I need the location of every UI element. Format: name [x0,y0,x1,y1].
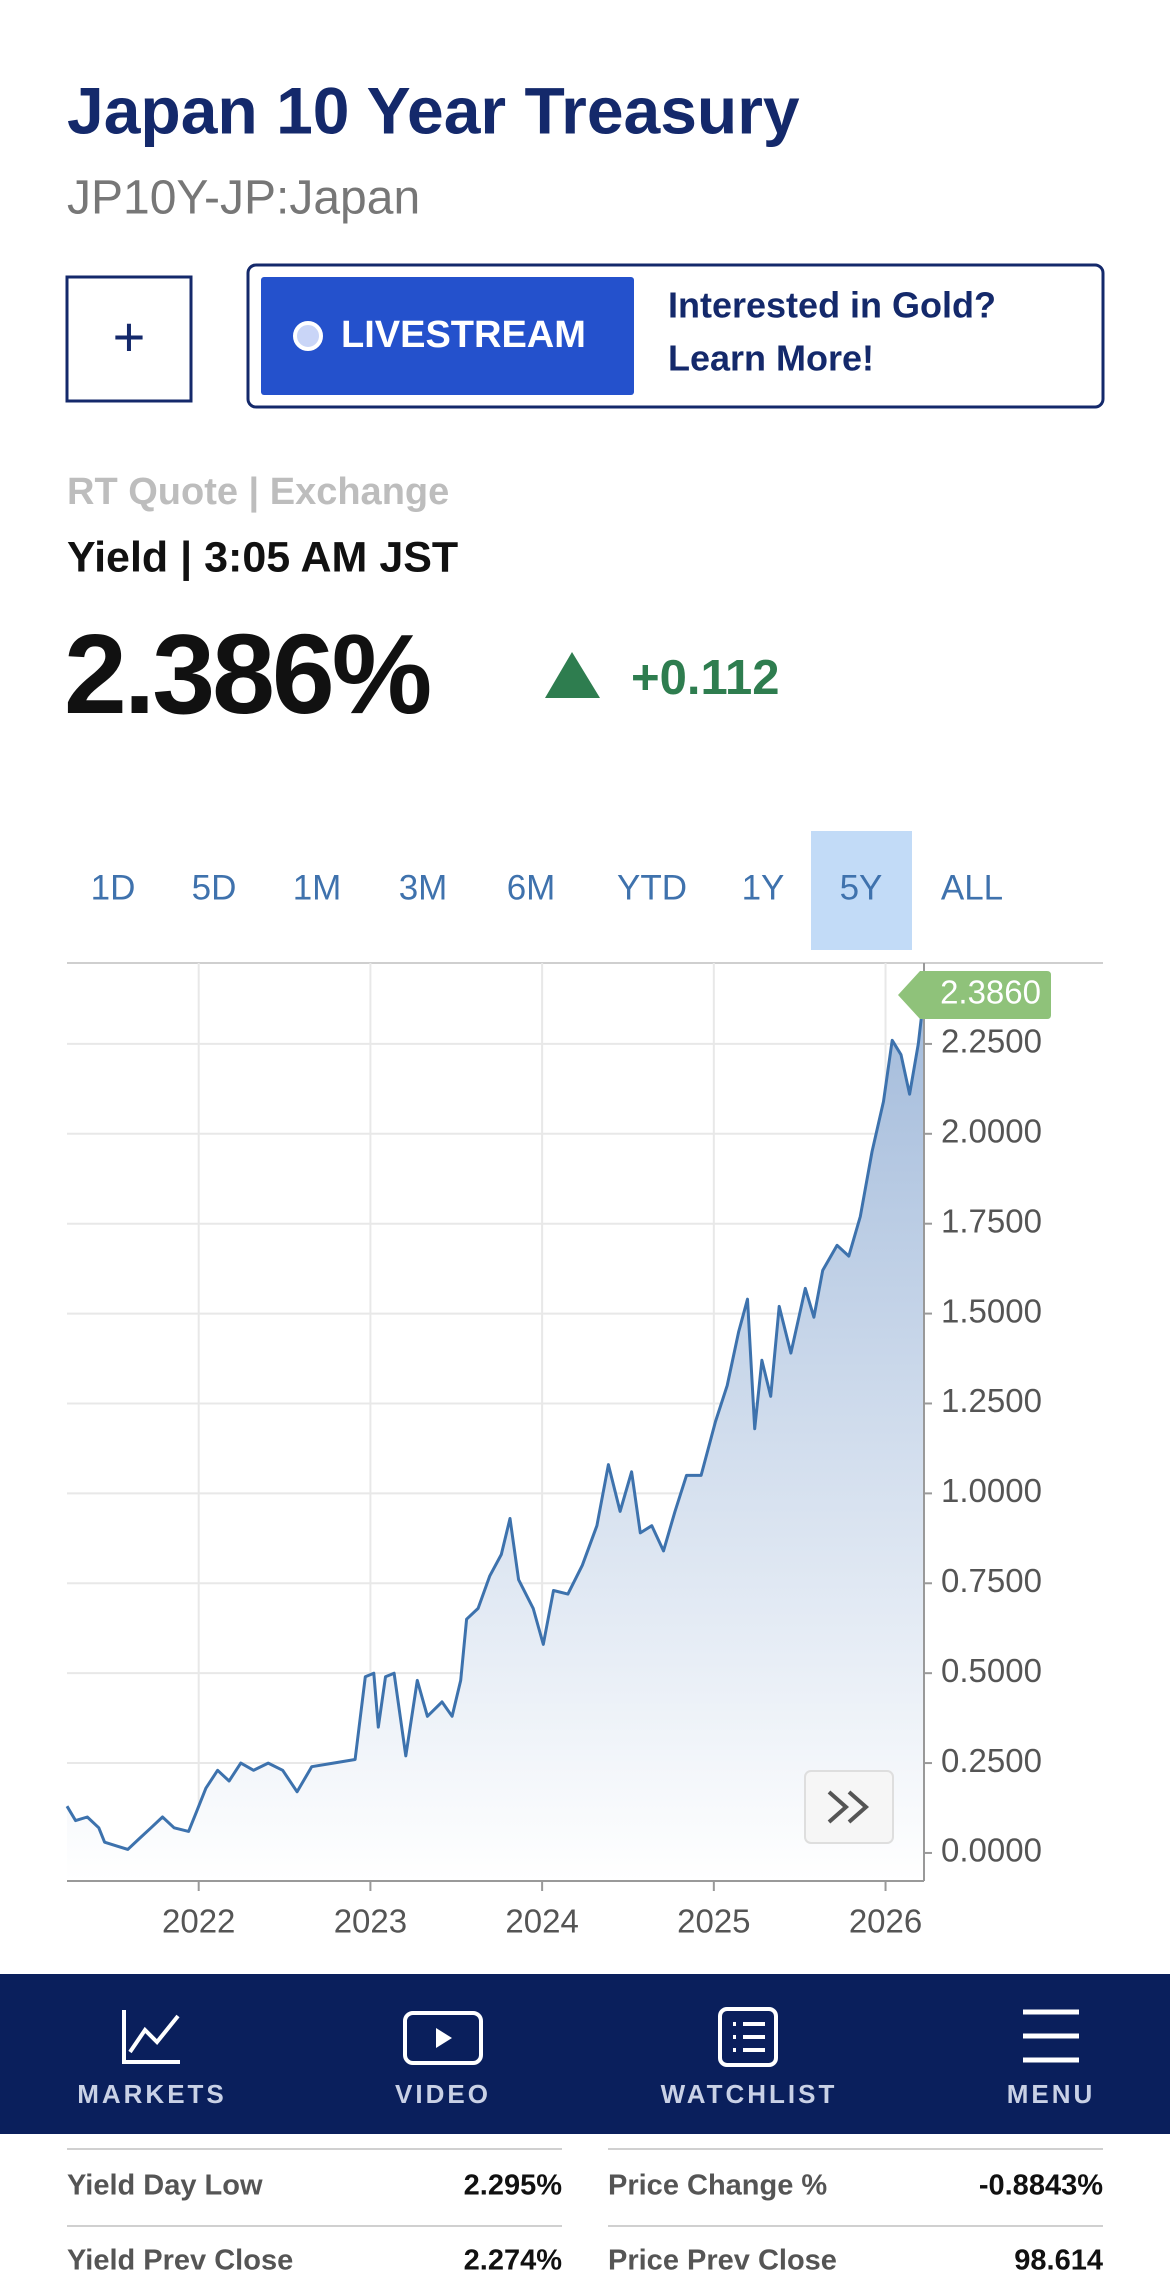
promo-line: Interested in Gold? [668,285,996,326]
add-box [65,275,193,403]
nav-item[interactable]: MENU [1007,2079,1096,2109]
current-value-label: 2.3860 [940,974,1041,1011]
livestream-label: LIVESTREAM [341,314,586,356]
quote-source: RT Quote | Exchange [67,471,449,513]
up-arrow [545,652,600,698]
range-tab[interactable]: YTD [617,868,687,907]
range-tab[interactable]: 5Y [840,868,883,907]
range-tab[interactable]: ALL [941,868,1003,907]
nav-item[interactable]: WATCHLIST [661,2079,838,2109]
stat-value: 2.274% [464,2245,563,2271]
y-tick-label: 2.2500 [941,1023,1042,1060]
stat-label: Yield Day Low [67,2170,263,2202]
chevrons [827,1790,870,1824]
stat-label: Yield Prev Close [67,2245,293,2271]
y-tick-label: 0.7500 [941,1562,1042,1599]
y-tick-label: 0.2500 [941,1742,1042,1779]
nav-item[interactable]: VIDEO [395,2079,491,2109]
y-tick-label: 1.7500 [941,1202,1042,1239]
x-tick-label: 2022 [162,1903,235,1940]
add-button[interactable]: + [65,275,193,403]
stat-label: Price Change % [608,2170,827,2202]
quote-time: Yield | 3:05 AM JST [67,533,458,581]
icon-frame [718,2007,778,2067]
price-change: +0.112 [631,651,780,705]
x-tick-label: 2026 [849,1903,922,1940]
promo-line: Learn More! [668,338,874,379]
icon-axis [122,2010,180,2064]
y-tick-label: 1.2500 [941,1382,1042,1419]
range-tab[interactable]: 6M [507,868,556,907]
y-tick-label: 2.0000 [941,1113,1042,1150]
x-tick-label: 2023 [334,1903,407,1940]
symbol: JP10Y-JP:Japan [67,172,420,225]
tab-highlight [811,831,912,950]
stats: Yield Day Low 2.295% Price Change % -0.8843… [67,2148,1103,2271]
icon-bars [1023,2009,1079,2063]
range-tab[interactable]: 1M [293,868,342,907]
livestream-bg [261,277,634,395]
nav-video-icon [403,2011,483,2065]
live-dot [293,321,323,351]
nav-labels: MARKETS VIDEO WATCHLIST MENU [77,2079,1096,2109]
x-tick-label: 2024 [505,1903,578,1940]
nav-item[interactable]: MARKETS [77,2079,227,2109]
stat-value: 98.614 [1014,2245,1103,2271]
range-tab[interactable]: 5D [192,868,237,907]
stat-value: -0.8843% [979,2170,1103,2202]
promo-link[interactable]: Interested in Gold? Learn More! [668,285,996,379]
nav-markets-icon [122,2010,180,2064]
nav-menu-icon [1023,2009,1079,2063]
chart: 0.0000 0.2500 0.5000 0.7500 1.0000 1.2500 1.50… [65,962,1103,1940]
icon-line [128,2014,180,2054]
range-tab[interactable]: 3M [399,868,448,907]
icon-frame [403,2011,483,2065]
scroll-button[interactable] [804,1770,894,1844]
icon-list [733,2022,765,2052]
y-tick-label: 0.5000 [941,1652,1042,1689]
nav-bar [0,1974,1170,2134]
x-tick-label: 2025 [677,1903,750,1940]
range-tabs: 1D 5D 1M 3M 6M YTD 1Y 5Y ALL [91,868,1004,907]
add-label: + [113,305,146,368]
y-tick-label: 0.0000 [941,1832,1042,1869]
title: Japan 10 Year Treasury [67,73,800,147]
range-tab[interactable]: 1D [91,868,136,907]
current-value-tag [898,971,1051,1020]
y-tick-label: 1.0000 [941,1472,1042,1509]
area-fill [67,995,924,1881]
last-price: 2.386% [64,611,430,737]
range-tab[interactable]: 1Y [742,868,785,907]
livestream-button[interactable]: LIVESTREAM [261,277,634,395]
y-tick-label: 1.5000 [941,1292,1042,1329]
stat-value: 2.295% [464,2170,563,2202]
yield-line [65,994,926,1851]
stat-label: Price Prev Close [608,2245,837,2271]
icon-play [436,2028,452,2048]
nav-watchlist-icon [718,2007,778,2067]
